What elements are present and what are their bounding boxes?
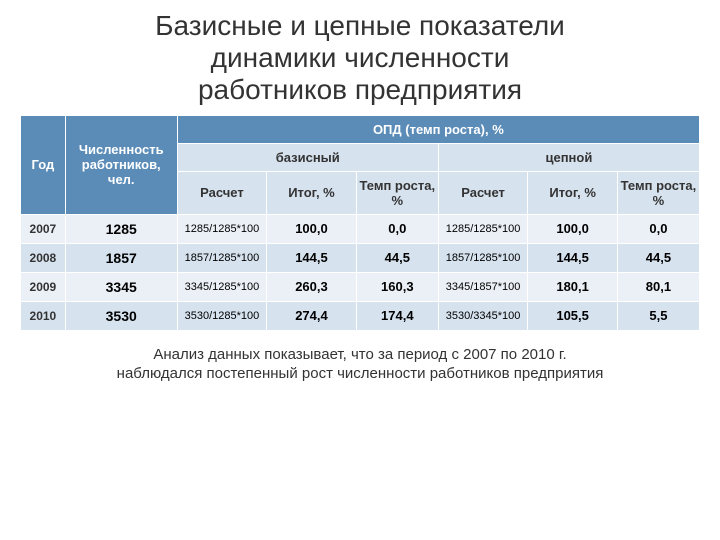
hdr-year: Год	[21, 115, 66, 214]
cell-count: 3345	[65, 272, 177, 301]
cell-c-temp: 0,0	[617, 214, 699, 243]
footer-line-2: наблюдался постепенный рост численности …	[117, 365, 604, 382]
cell-c-itog: 100,0	[528, 214, 618, 243]
hdr-count: Численность работников, чел.	[65, 115, 177, 214]
cell-b-temp: 44,5	[356, 243, 438, 272]
cell-year: 2007	[21, 214, 66, 243]
cell-b-itog: 260,3	[267, 272, 357, 301]
hdr-b-temp: Темп роста, %	[356, 171, 438, 214]
cell-year: 2010	[21, 301, 66, 330]
hdr-opd: ОПД (темп роста), %	[177, 115, 699, 143]
hdr-b-calc: Расчет	[177, 171, 267, 214]
hdr-c-itog: Итог, %	[528, 171, 618, 214]
footer-line-1: Анализ данных показывает, что за период …	[153, 346, 566, 363]
cell-b-temp: 174,4	[356, 301, 438, 330]
cell-b-itog: 144,5	[267, 243, 357, 272]
table-row: 2007 1285 1285/1285*100 100,0 0,0 1285/1…	[21, 214, 700, 243]
cell-count: 3530	[65, 301, 177, 330]
data-table: Год Численность работников, чел. ОПД (те…	[20, 115, 700, 331]
cell-b-calc: 1857/1285*100	[177, 243, 267, 272]
cell-b-temp: 0,0	[356, 214, 438, 243]
table-body: 2007 1285 1285/1285*100 100,0 0,0 1285/1…	[21, 214, 700, 330]
table-row: 2008 1857 1857/1285*100 144,5 44,5 1857/…	[21, 243, 700, 272]
cell-b-temp: 160,3	[356, 272, 438, 301]
hdr-base: базисный	[177, 143, 438, 171]
cell-c-itog: 105,5	[528, 301, 618, 330]
footer-text: Анализ данных показывает, что за период …	[20, 345, 700, 384]
hdr-c-temp: Темп роста, %	[617, 171, 699, 214]
table-row: 2010 3530 3530/1285*100 274,4 174,4 3530…	[21, 301, 700, 330]
cell-year: 2009	[21, 272, 66, 301]
cell-count: 1857	[65, 243, 177, 272]
table-row: 2009 3345 3345/1285*100 260,3 160,3 3345…	[21, 272, 700, 301]
slide-title: Базисные и цепные показатели динамики чи…	[20, 10, 700, 107]
title-line-1: Базисные и цепные показатели	[155, 10, 565, 41]
cell-c-itog: 180,1	[528, 272, 618, 301]
cell-c-temp: 5,5	[617, 301, 699, 330]
cell-count: 1285	[65, 214, 177, 243]
cell-c-calc: 1285/1285*100	[438, 214, 528, 243]
cell-b-itog: 274,4	[267, 301, 357, 330]
cell-year: 2008	[21, 243, 66, 272]
cell-b-calc: 3530/1285*100	[177, 301, 267, 330]
cell-c-calc: 1857/1285*100	[438, 243, 528, 272]
cell-c-itog: 144,5	[528, 243, 618, 272]
hdr-chain: цепной	[438, 143, 699, 171]
slide: Базисные и цепные показатели динамики чи…	[0, 0, 720, 540]
title-line-2: динамики численности	[211, 42, 510, 73]
cell-c-temp: 80,1	[617, 272, 699, 301]
hdr-c-calc: Расчет	[438, 171, 528, 214]
cell-c-temp: 44,5	[617, 243, 699, 272]
hdr-b-itog: Итог, %	[267, 171, 357, 214]
table-header: Год Численность работников, чел. ОПД (те…	[21, 115, 700, 214]
cell-b-itog: 100,0	[267, 214, 357, 243]
cell-b-calc: 3345/1285*100	[177, 272, 267, 301]
cell-b-calc: 1285/1285*100	[177, 214, 267, 243]
title-line-3: работников предприятия	[198, 74, 522, 105]
cell-c-calc: 3530/3345*100	[438, 301, 528, 330]
cell-c-calc: 3345/1857*100	[438, 272, 528, 301]
